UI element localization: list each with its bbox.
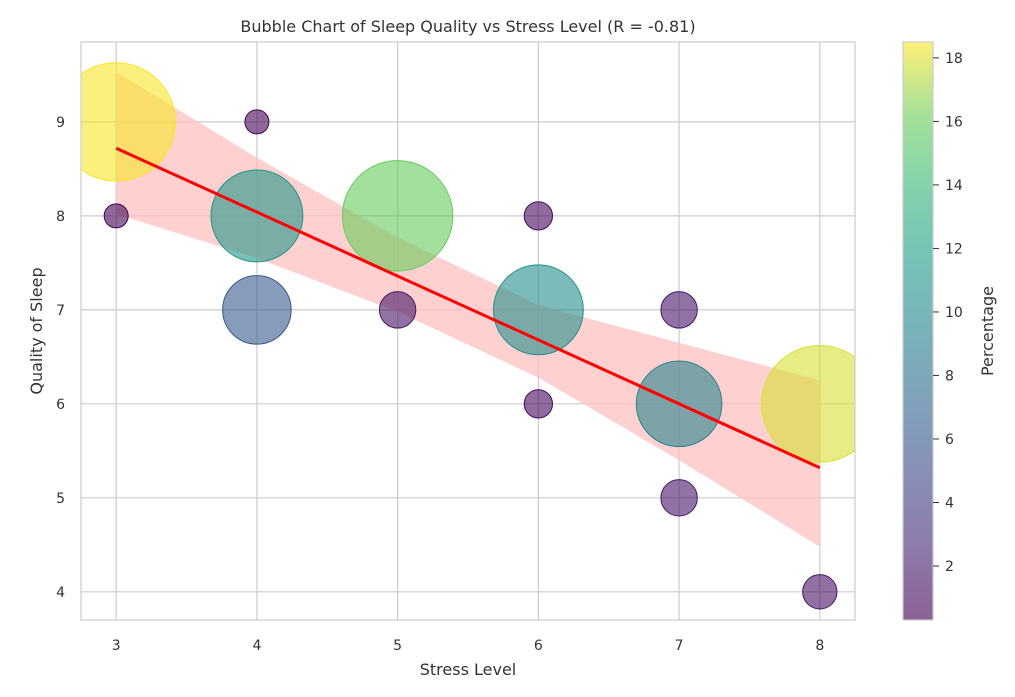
bubble (523, 201, 554, 231)
bubble (660, 479, 698, 517)
x-tick-label: 4 (252, 638, 261, 654)
plot-frame (80, 41, 856, 621)
bubble (222, 275, 292, 345)
x-axis-label: Stress Level (420, 660, 517, 679)
y-tick-labels: 4 5 6 7 8 9 (56, 115, 65, 601)
bubble (660, 291, 698, 329)
x-tick-labels: 3 4 5 6 7 8 (112, 638, 825, 654)
regression-line (115, 146, 821, 470)
bubble (341, 160, 454, 272)
chart-title: Bubble Chart of Sleep Quality vs Stress … (240, 17, 695, 36)
bubble (103, 203, 129, 229)
colorbar-ticks: 2 4 6 8 10 12 14 16 18 (933, 51, 963, 575)
x-tick-label: 8 (815, 638, 824, 654)
x-tick-label: 6 (534, 638, 543, 654)
colorbar-tick-label: 2 (945, 559, 954, 575)
y-tick-label: 5 (56, 491, 65, 507)
colorbar-tick-label: 8 (945, 368, 954, 384)
bubble (244, 109, 270, 135)
y-tick-label: 4 (56, 585, 65, 601)
x-tick-label: 5 (393, 638, 402, 654)
y-tick-label: 8 (56, 209, 65, 225)
bubble (210, 169, 304, 263)
colorbar-tick-label: 12 (945, 241, 963, 257)
bubble (492, 264, 584, 356)
y-tick-label: 6 (56, 397, 65, 413)
colorbar-tick-label: 16 (945, 114, 963, 130)
bubble (81, 62, 176, 182)
colorbar-tick-label: 14 (945, 178, 963, 194)
colorbar-frame (902, 41, 934, 621)
bubble (760, 344, 855, 463)
colorbar-tick-label: 4 (945, 495, 954, 511)
colorbar-label: Percentage (978, 286, 997, 376)
colorbar: 2 4 6 8 10 12 14 16 18 (902, 41, 963, 621)
colorbar-tick-label: 18 (945, 51, 963, 67)
x-tick-label: 7 (675, 638, 684, 654)
y-tick-label: 7 (56, 303, 65, 319)
bubble (378, 291, 417, 329)
bubbles-layer (81, 62, 855, 610)
regression-line-layer (115, 146, 821, 470)
colorbar-gradient (903, 42, 933, 620)
bubble (802, 574, 838, 610)
x-tick-label: 3 (112, 638, 121, 654)
y-axis-label: Quality of Sleep (27, 267, 46, 394)
colorbar-tick-label: 10 (945, 305, 963, 321)
colorbar-tick-label: 6 (945, 432, 954, 448)
y-tick-label: 9 (56, 115, 65, 131)
bubble (523, 389, 554, 419)
